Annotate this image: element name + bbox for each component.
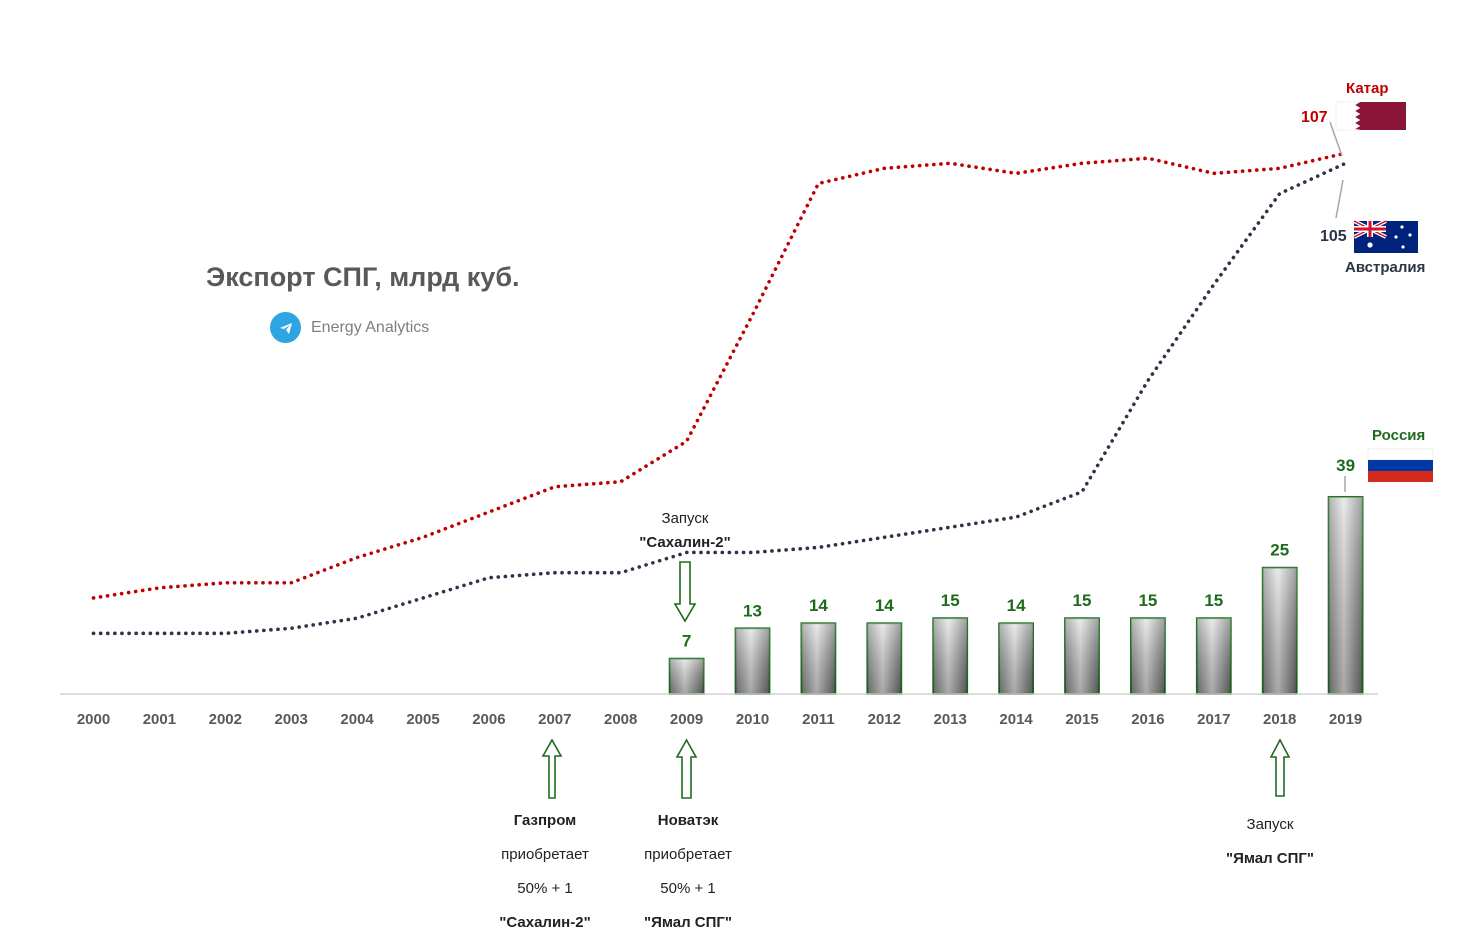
x-tick-2002: 2002 [209, 711, 242, 728]
australia-value: 105 [1320, 228, 1347, 245]
bar-shade-2017 [1196, 618, 1231, 694]
x-tick-2018: 2018 [1263, 711, 1296, 728]
x-tick-2006: 2006 [472, 711, 505, 728]
yamal-launch-line1: Запуск [1246, 816, 1294, 833]
bar-label-2016: 15 [1138, 591, 1157, 610]
telegram-icon [270, 312, 301, 343]
bar-label-2017: 15 [1204, 591, 1223, 610]
bar-shade-2014 [999, 623, 1034, 694]
brand-link[interactable]: Energy Analytics [270, 312, 429, 343]
x-tick-2003: 2003 [275, 711, 308, 728]
australia-connector [1335, 179, 1344, 219]
chart-title: Экспорт СПГ, млрд куб. [206, 262, 520, 292]
bar-shade-2018 [1262, 567, 1297, 694]
novatek-line2: приобретает [644, 846, 732, 863]
novatek-line1: Новатэк [657, 812, 719, 829]
line-qatar [91, 151, 1348, 600]
yamal-launch-line2: "Ямал СПГ" [1225, 850, 1315, 867]
line-australia [91, 161, 1348, 636]
bar-value-labels: 7 13 14 14 15 14 15 15 15 25 39 [682, 456, 1355, 651]
x-tick-2004: 2004 [340, 711, 374, 728]
australia-label: Австралия [1345, 259, 1426, 276]
qatar-connector [1329, 121, 1343, 157]
x-tick-2010: 2010 [736, 711, 769, 728]
bar-label-2009: 7 [682, 632, 691, 651]
russia-bars [668, 495, 1364, 695]
yamal-launch-note: Запуск "Ямал СПГ" [1200, 808, 1340, 876]
gazprom-note: Газпром приобретает 50% + 1 "Сахалин-2" [475, 804, 615, 940]
x-tick-2007: 2007 [538, 711, 571, 728]
bar-label-2015: 15 [1073, 591, 1092, 610]
bar-label-2018: 25 [1270, 541, 1289, 560]
australia-flag-icon [1353, 219, 1418, 253]
x-tick-2013: 2013 [934, 711, 967, 728]
x-tick-labels: 2000 2001 2002 2003 2004 2005 2006 2007 2008 2009… [77, 711, 1362, 728]
series-lines [91, 151, 1348, 636]
bar-label-2013: 15 [941, 591, 960, 610]
bar-label-2012: 14 [875, 596, 894, 615]
x-tick-2001: 2001 [143, 711, 176, 728]
x-tick-2016: 2016 [1131, 711, 1164, 728]
qatar-flag-icon [1335, 101, 1406, 131]
bar-shade-2016 [1130, 618, 1165, 694]
novatek-note: Новатэк приобретает 50% + 1 "Ямал СПГ" [618, 804, 758, 940]
novatek-line4: "Ямал СПГ" [643, 914, 733, 931]
gazprom-line4: "Сахалин-2" [499, 914, 591, 931]
sakhalin-launch-arrow-icon [673, 561, 697, 623]
bar-label-2011: 14 [809, 596, 828, 615]
gazprom-line2: приобретает [501, 846, 589, 863]
qatar-label: Катар [1346, 80, 1389, 97]
bar-shade-2010 [735, 628, 770, 694]
x-tick-2012: 2012 [868, 711, 901, 728]
bar-shade-2012 [867, 623, 902, 694]
bar-shade-2009 [669, 658, 704, 694]
bar-shade-2019 [1328, 496, 1363, 694]
x-tick-2014: 2014 [999, 711, 1033, 728]
sakhalin-launch-line1: Запуск [661, 510, 709, 527]
russia-flag-icon [1367, 448, 1434, 482]
novatek-arrow-icon [675, 738, 698, 799]
x-tick-2009: 2009 [670, 711, 703, 728]
x-tick-2019: 2019 [1329, 711, 1362, 728]
qatar-value: 107 [1301, 109, 1328, 126]
x-tick-2011: 2011 [802, 711, 835, 728]
gazprom-line1: Газпром [513, 812, 577, 829]
bar-shade-2015 [1065, 618, 1099, 694]
brand-label: Energy Analytics [311, 318, 430, 336]
bar-label-2010: 13 [743, 601, 762, 620]
gazprom-line3: 50% + 1 [517, 880, 573, 897]
x-tick-2005: 2005 [406, 711, 439, 728]
bar-label-2019: 39 [1336, 456, 1355, 475]
x-tick-2000: 2000 [77, 711, 110, 728]
novatek-line3: 50% + 1 [660, 880, 716, 897]
gazprom-arrow-icon [541, 738, 563, 799]
bar-label-2014: 14 [1007, 596, 1026, 615]
bar-shade-2013 [933, 618, 968, 694]
x-tick-2015: 2015 [1065, 711, 1098, 728]
sakhalin-launch-note: Запуск "Сахалин-2" [605, 507, 765, 555]
x-tick-2017: 2017 [1197, 711, 1230, 728]
russia-label: Россия [1372, 427, 1426, 444]
bar-shade-2011 [801, 623, 836, 694]
yamal-launch-arrow-icon [1269, 738, 1291, 797]
x-tick-2008: 2008 [604, 711, 637, 728]
sakhalin-launch-line2: "Сахалин-2" [639, 534, 731, 551]
